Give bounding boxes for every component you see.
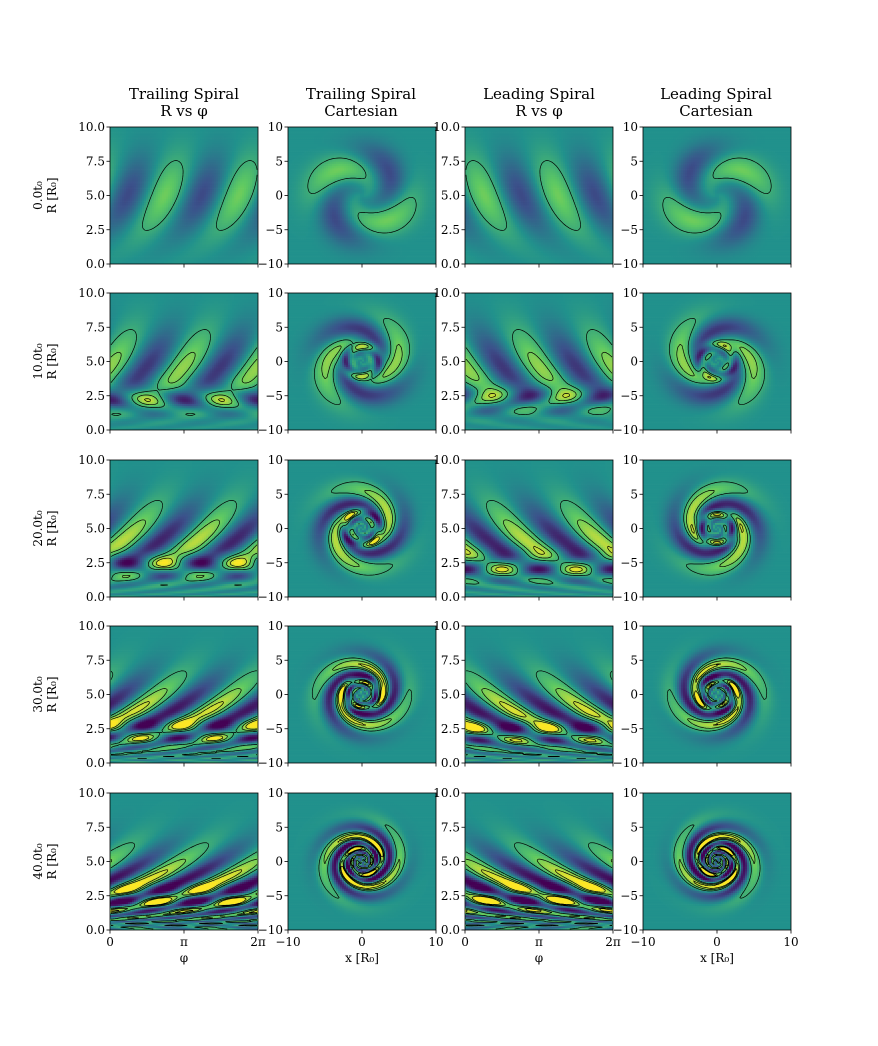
col-title-2-line-1: Trailing Spiral xyxy=(306,85,416,103)
col-title-3-line-2: R vs φ xyxy=(515,102,563,120)
col-title-1-line-2: R vs φ xyxy=(160,102,208,120)
panel-r1-c1: 0.02.55.07.510.00.0t₀ R [R₀] xyxy=(31,120,258,271)
column-titles: Trailing Spiral R vs φ Trailing Spiral C… xyxy=(129,85,772,120)
panel-grid: 0.02.55.07.510.00.0t₀ R [R₀]−10−505100.02… xyxy=(31,120,799,965)
density-image xyxy=(110,127,258,264)
col-title-3-line-1: Leading Spiral xyxy=(483,85,595,103)
col-title-1-line-1: Trailing Spiral xyxy=(129,85,239,103)
col-title-4-line-1: Leading Spiral xyxy=(660,85,772,103)
col-title-2-line-2: Cartesian xyxy=(324,102,398,120)
col-title-4-line-2: Cartesian xyxy=(679,102,753,120)
